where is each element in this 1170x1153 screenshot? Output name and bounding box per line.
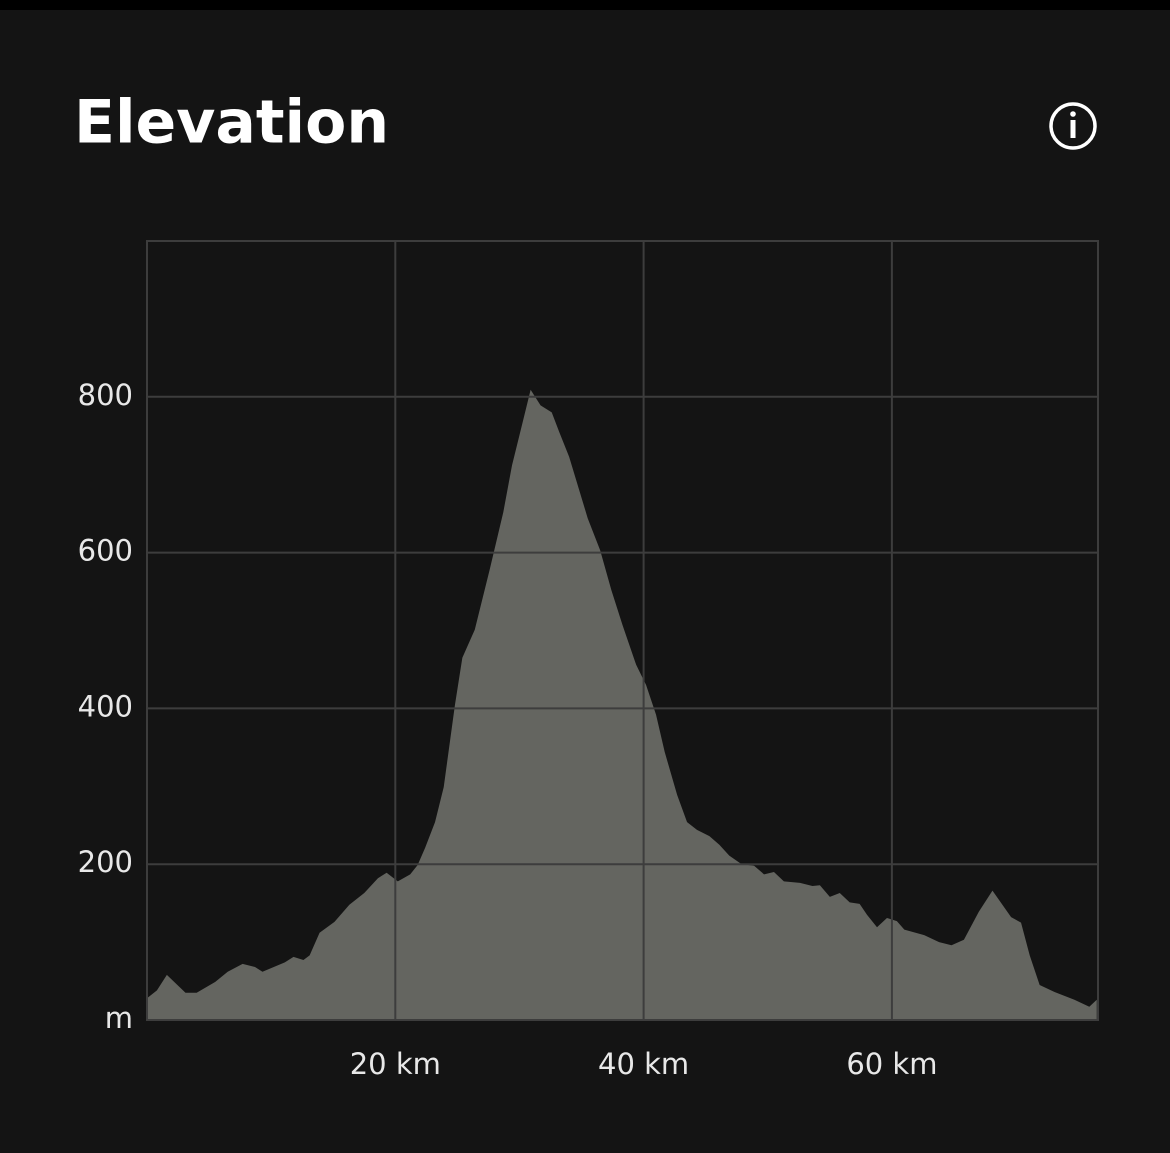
chart-title: Elevation xyxy=(74,88,389,158)
y-tick-label: 200 xyxy=(78,845,133,879)
x-tick-label: 60 km xyxy=(846,1047,937,1081)
plot: m 200 400 600 800 20 km 40 km 60 km xyxy=(78,240,1099,1081)
info-icon[interactable] xyxy=(1049,102,1097,150)
y-tick-label: 800 xyxy=(78,378,133,412)
y-tick-label: 600 xyxy=(78,534,133,568)
top-bar xyxy=(0,0,1170,10)
y-tick-label: m xyxy=(105,1001,133,1035)
y-tick-label: 400 xyxy=(78,689,133,723)
elevation-area xyxy=(147,389,1097,1020)
x-tick-label: 20 km xyxy=(350,1047,441,1081)
x-tick-label: 40 km xyxy=(598,1047,689,1081)
